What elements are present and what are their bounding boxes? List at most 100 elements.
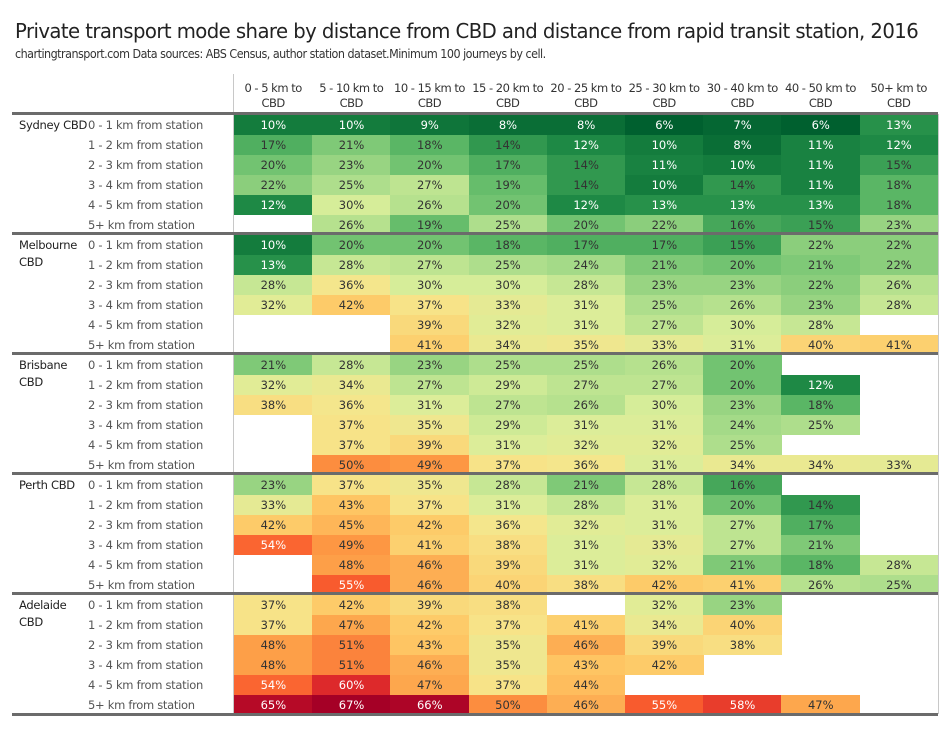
heatmap-cell: 31%	[468, 435, 548, 455]
heatmap-cell: 41%	[546, 615, 626, 635]
heatmap-cell: 22%	[781, 235, 861, 255]
heatmap-cell: 23%	[781, 295, 861, 315]
heatmap-cell: 48%	[234, 655, 313, 675]
heatmap-cell: 23%	[703, 395, 782, 415]
heatmap-cell: 37%	[390, 495, 470, 515]
heatmap-cell: 6%	[781, 115, 861, 135]
heatmap-cell: 37%	[234, 615, 313, 635]
heatmap-cell: 8%	[468, 115, 548, 135]
heatmap-cell: 25%	[312, 175, 391, 195]
heatmap-cell: 23%	[390, 355, 470, 375]
heatmap-cell: 38%	[234, 395, 313, 415]
heatmap-cell: 19%	[390, 215, 470, 235]
heatmap-cell: 46%	[546, 695, 626, 715]
heatmap-cell: 27%	[703, 515, 782, 535]
heatmap-cell: 39%	[625, 635, 704, 655]
heatmap-cell: 18%	[781, 395, 861, 415]
heatmap-cell: 15%	[859, 155, 939, 175]
heatmap-cell: 23%	[234, 475, 313, 495]
heatmap-cell: 14%	[781, 495, 861, 515]
heatmap-cell: 33%	[468, 295, 548, 315]
heatmap-cell: 47%	[781, 695, 861, 715]
heatmap-cell: 32%	[625, 595, 704, 615]
heatmap-cell: 18%	[390, 135, 470, 155]
row-label: 0 - 1 km from station	[88, 598, 203, 612]
column-header: 40 - 50 km to CBD	[785, 81, 856, 110]
heatmap-cell: 30%	[468, 275, 548, 295]
heatmap-cell: 35%	[390, 475, 470, 495]
heatmap-cell: 25%	[468, 355, 548, 375]
heatmap-cell: 43%	[546, 655, 626, 675]
heatmap-cell: 7%	[703, 115, 782, 135]
heatmap-cell: 36%	[312, 275, 391, 295]
heatmap-cell: 28%	[234, 275, 313, 295]
row-label: 1 - 2 km from station	[88, 498, 203, 512]
heatmap-cell: 27%	[390, 175, 470, 195]
heatmap-cell: 8%	[703, 135, 782, 155]
heatmap-cell: 51%	[312, 635, 391, 655]
group-divider	[12, 713, 938, 716]
heatmap-cell: 42%	[234, 515, 313, 535]
heatmap-cell: 18%	[781, 555, 861, 575]
heatmap-cell: 37%	[468, 455, 548, 475]
heatmap-cell: 17%	[781, 515, 861, 535]
heatmap-cell: 32%	[234, 375, 313, 395]
heatmap-cell: 27%	[390, 255, 470, 275]
heatmap-cell: 24%	[703, 415, 782, 435]
heatmap-cell: 14%	[546, 155, 626, 175]
heatmap-cell: 54%	[234, 675, 313, 695]
heatmap-cell: 17%	[625, 235, 704, 255]
heatmap-cell: 25%	[468, 255, 548, 275]
city-label: Adelaide CBD	[19, 598, 67, 629]
heatmap-cell: 26%	[859, 275, 939, 295]
column-header: 5 - 10 km to CBD	[319, 81, 384, 110]
heatmap-cell: 23%	[859, 215, 939, 235]
heatmap-cell: 23%	[625, 275, 704, 295]
heatmap-cell: 35%	[390, 415, 470, 435]
row-label: 4 - 5 km from station	[88, 318, 203, 332]
heatmap-cell: 46%	[546, 635, 626, 655]
row-label: 3 - 4 km from station	[88, 658, 203, 672]
column-header: 30 - 40 km to CBD	[706, 81, 778, 110]
heatmap-cell: 6%	[625, 115, 704, 135]
heatmap-cell: 27%	[625, 375, 704, 395]
heatmap-cell: 26%	[546, 395, 626, 415]
column-header: 0 - 5 km to CBD	[244, 81, 302, 110]
row-label: 2 - 3 km from station	[88, 278, 203, 292]
heatmap-cell: 38%	[468, 535, 548, 555]
heatmap-cell: 46%	[390, 575, 470, 595]
heatmap-cell: 42%	[390, 515, 470, 535]
row-label: 3 - 4 km from station	[88, 418, 203, 432]
heatmap-cell: 28%	[468, 475, 548, 495]
heatmap-cell: 12%	[546, 135, 626, 155]
heatmap-cell: 21%	[781, 255, 861, 275]
heatmap-cell: 33%	[625, 535, 704, 555]
heatmap-cell: 23%	[703, 595, 782, 615]
heatmap-cell: 17%	[468, 155, 548, 175]
heatmap-cell: 44%	[546, 675, 626, 695]
heatmap-cell: 20%	[468, 195, 548, 215]
row-label: 0 - 1 km from station	[88, 478, 203, 492]
heatmap-cell: 14%	[468, 135, 548, 155]
heatmap-cell: 37%	[390, 295, 470, 315]
row-label: 5+ km from station	[88, 218, 195, 232]
heatmap-cell: 31%	[625, 415, 704, 435]
heatmap-cell: 37%	[312, 415, 391, 435]
heatmap-cell: 28%	[312, 355, 391, 375]
heatmap-cell: 10%	[703, 155, 782, 175]
heatmap-cell: 67%	[312, 695, 391, 715]
heatmap-cell: 17%	[234, 135, 313, 155]
heatmap-cell: 20%	[703, 375, 782, 395]
heatmap-cell: 31%	[546, 555, 626, 575]
heatmap-cell: 55%	[312, 575, 391, 595]
heatmap-cell: 26%	[703, 295, 782, 315]
heatmap-cell: 42%	[312, 595, 391, 615]
heatmap-cell: 29%	[468, 375, 548, 395]
row-label: 0 - 1 km from station	[88, 118, 203, 132]
heatmap-cell: 28%	[625, 475, 704, 495]
heatmap-cell: 18%	[859, 195, 939, 215]
heatmap-cell: 36%	[546, 455, 626, 475]
heatmap-cell: 28%	[781, 315, 861, 335]
heatmap-cell: 11%	[625, 155, 704, 175]
heatmap-cell: 31%	[625, 515, 704, 535]
